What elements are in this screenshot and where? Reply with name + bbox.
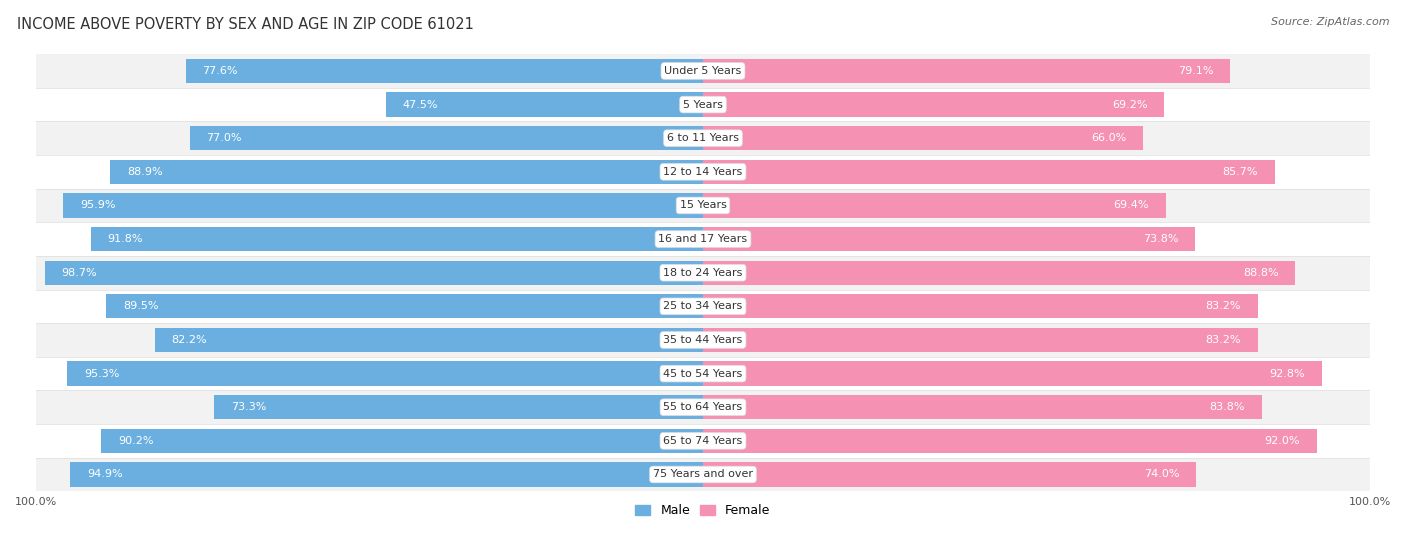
Bar (703, 126, 1143, 150)
Text: 65 to 74 Years: 65 to 74 Years (664, 436, 742, 446)
Text: 88.9%: 88.9% (127, 167, 163, 177)
Bar (37, 222, 1369, 256)
Bar (703, 92, 1164, 117)
Bar (70, 462, 703, 486)
Bar (703, 59, 1230, 83)
Bar (91, 227, 703, 251)
Bar (67, 362, 703, 386)
Bar (101, 429, 703, 453)
Bar (37, 121, 1369, 155)
Bar (37, 323, 1369, 357)
Bar (105, 294, 703, 319)
Text: 5 Years: 5 Years (683, 100, 723, 110)
Bar (703, 294, 1258, 319)
Bar (703, 160, 1274, 184)
Text: 77.6%: 77.6% (202, 66, 238, 76)
Text: 18 to 24 Years: 18 to 24 Years (664, 268, 742, 278)
Text: 83.8%: 83.8% (1209, 402, 1246, 412)
Text: 16 and 17 Years: 16 and 17 Years (658, 234, 748, 244)
Text: INCOME ABOVE POVERTY BY SEX AND AGE IN ZIP CODE 61021: INCOME ABOVE POVERTY BY SEX AND AGE IN Z… (17, 17, 474, 32)
Text: 15 Years: 15 Years (679, 201, 727, 210)
Bar (387, 92, 703, 117)
Bar (37, 188, 1369, 222)
Bar (703, 395, 1261, 419)
Text: 45 to 54 Years: 45 to 54 Years (664, 368, 742, 378)
Bar (703, 429, 1316, 453)
Text: 25 to 34 Years: 25 to 34 Years (664, 301, 742, 311)
Text: 66.0%: 66.0% (1091, 133, 1126, 143)
Text: 90.2%: 90.2% (118, 436, 153, 446)
Text: 92.8%: 92.8% (1270, 368, 1305, 378)
Text: Source: ZipAtlas.com: Source: ZipAtlas.com (1271, 17, 1389, 27)
Text: 89.5%: 89.5% (122, 301, 159, 311)
Bar (703, 328, 1258, 352)
Text: 74.0%: 74.0% (1144, 470, 1180, 480)
Bar (703, 362, 1322, 386)
Bar (186, 59, 703, 83)
Bar (155, 328, 703, 352)
Bar (37, 357, 1369, 390)
Text: 83.2%: 83.2% (1206, 301, 1241, 311)
Text: 83.2%: 83.2% (1206, 335, 1241, 345)
Text: 55 to 64 Years: 55 to 64 Years (664, 402, 742, 412)
Text: 73.8%: 73.8% (1143, 234, 1178, 244)
Text: 69.4%: 69.4% (1114, 201, 1149, 210)
Legend: Male, Female: Male, Female (630, 499, 776, 522)
Bar (703, 193, 1166, 217)
Text: 47.5%: 47.5% (404, 100, 439, 110)
Bar (37, 256, 1369, 290)
Text: 98.7%: 98.7% (62, 268, 97, 278)
Text: 69.2%: 69.2% (1112, 100, 1147, 110)
Text: 6 to 11 Years: 6 to 11 Years (666, 133, 740, 143)
Text: 82.2%: 82.2% (172, 335, 207, 345)
Text: 79.1%: 79.1% (1178, 66, 1213, 76)
Text: 92.0%: 92.0% (1264, 436, 1301, 446)
Bar (37, 54, 1369, 88)
Text: 88.8%: 88.8% (1243, 268, 1278, 278)
Bar (703, 227, 1195, 251)
Text: 85.7%: 85.7% (1222, 167, 1258, 177)
Bar (37, 390, 1369, 424)
Bar (63, 193, 703, 217)
Text: 91.8%: 91.8% (107, 234, 143, 244)
Bar (37, 290, 1369, 323)
Text: 75 Years and over: 75 Years and over (652, 470, 754, 480)
Bar (37, 424, 1369, 458)
Bar (110, 160, 703, 184)
Text: 95.9%: 95.9% (80, 201, 115, 210)
Text: 73.3%: 73.3% (231, 402, 266, 412)
Bar (37, 155, 1369, 188)
Bar (214, 395, 703, 419)
Bar (37, 88, 1369, 121)
Text: 35 to 44 Years: 35 to 44 Years (664, 335, 742, 345)
Bar (190, 126, 703, 150)
Text: 95.3%: 95.3% (84, 368, 120, 378)
Bar (703, 462, 1197, 486)
Text: 77.0%: 77.0% (207, 133, 242, 143)
Bar (37, 458, 1369, 491)
Text: Under 5 Years: Under 5 Years (665, 66, 741, 76)
Bar (45, 260, 703, 285)
Text: 12 to 14 Years: 12 to 14 Years (664, 167, 742, 177)
Bar (703, 260, 1295, 285)
Text: 94.9%: 94.9% (87, 470, 122, 480)
